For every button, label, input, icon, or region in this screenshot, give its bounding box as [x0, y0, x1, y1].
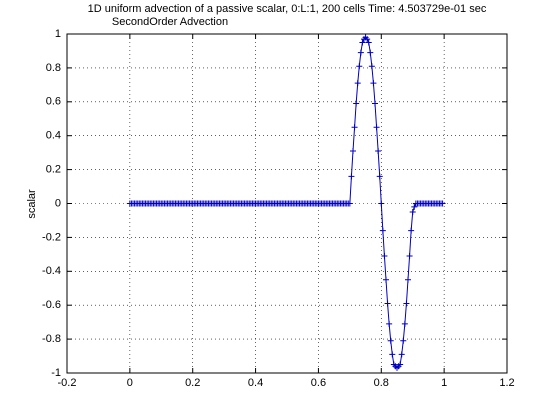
data-marker — [353, 100, 360, 107]
x-tick-label: 0 — [127, 377, 133, 389]
x-tick-label: 0.6 — [311, 377, 326, 389]
data-marker — [403, 300, 410, 307]
data-marker — [409, 208, 416, 215]
x-tick-label: 0.4 — [248, 377, 263, 389]
data-marker — [387, 337, 394, 344]
data-marker — [378, 200, 385, 207]
x-tick-label: -0.2 — [58, 377, 77, 389]
data-marker — [408, 227, 415, 234]
y-tick-label: 0.6 — [46, 96, 61, 108]
data-marker — [397, 361, 404, 368]
data-marker — [368, 63, 375, 70]
y-tick-label: 0.8 — [46, 62, 61, 74]
data-marker — [373, 124, 380, 131]
data-marker — [384, 300, 391, 307]
data-marker — [401, 320, 408, 327]
chart-subtitle: SecondOrder Advection — [112, 16, 228, 28]
data-marker — [400, 337, 407, 344]
data-marker — [389, 351, 396, 358]
y-tick-label: 0.2 — [46, 164, 61, 176]
y-axis-label: scalar — [26, 189, 38, 219]
chart-title: 1D uniform advection of a passive scalar… — [88, 3, 487, 15]
data-marker — [356, 63, 363, 70]
data-marker — [398, 351, 405, 358]
data-marker — [379, 227, 386, 234]
data-marker — [348, 173, 355, 180]
y-tick-label: -0.6 — [42, 299, 61, 311]
data-marker — [406, 253, 413, 260]
data-marker — [375, 147, 382, 154]
x-tick-label: 0.2 — [185, 377, 200, 389]
data-marker — [383, 276, 389, 283]
data-marker — [372, 100, 378, 107]
data-marker — [346, 200, 353, 207]
x-tick-label: 1.2 — [499, 377, 514, 389]
y-tick-label: -0.8 — [42, 333, 61, 345]
data-marker — [376, 173, 383, 180]
x-tick-label: 1 — [441, 377, 447, 389]
plot-frame — [66, 33, 508, 374]
y-tick-label: 1 — [55, 28, 61, 40]
data-marker — [364, 36, 371, 43]
data-marker — [381, 253, 388, 260]
y-tick-label: 0.4 — [46, 130, 61, 142]
x-tick-label: 0.8 — [374, 377, 389, 389]
y-tick-label: -0.4 — [42, 265, 61, 277]
data-marker — [386, 320, 393, 327]
data-marker — [359, 39, 366, 46]
data-marker — [367, 49, 374, 56]
data-marker — [439, 200, 446, 207]
data-marker — [365, 39, 372, 46]
data-marker — [370, 80, 377, 87]
data-marker — [350, 147, 356, 154]
data-marker — [357, 49, 364, 56]
y-tick-label: -0.2 — [42, 231, 61, 243]
data-marker — [411, 203, 418, 210]
data-marker — [354, 80, 361, 87]
data-marker — [405, 276, 411, 283]
y-tick-label: 0 — [55, 197, 61, 209]
y-tick-label: -1 — [51, 367, 61, 379]
data-marker — [351, 124, 358, 131]
